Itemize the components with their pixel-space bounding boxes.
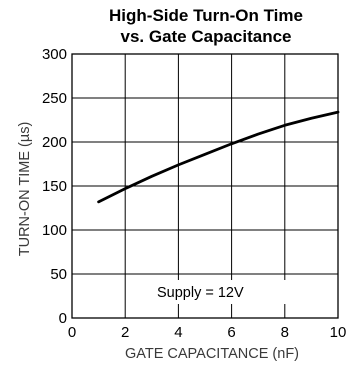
chart-title-line2: vs. Gate Capacitance: [120, 27, 291, 46]
annotation-box: [150, 280, 288, 304]
grid-lines: [71, 53, 339, 319]
turn-on-time-curve: [97, 110, 340, 204]
x-tick-label: 6: [227, 324, 235, 341]
supply-annotation: Supply = 12V: [157, 285, 244, 301]
x-tick-label: 0: [68, 324, 76, 341]
y-tick-label: 200: [42, 134, 67, 151]
chart-title-line1: High-Side Turn-On Time: [109, 6, 303, 25]
y-axis-label: TURN-ON TIME (µs): [17, 122, 33, 257]
x-axis-label: GATE CAPACITANCE (nF): [125, 346, 299, 362]
y-tick-label: 300: [42, 46, 67, 63]
y-tick-label: 250: [42, 90, 67, 107]
plot-frame: [71, 53, 339, 319]
y-tick-label: 50: [50, 266, 67, 283]
x-tick-label: 2: [121, 324, 129, 341]
y-tick-label: 0: [59, 310, 67, 327]
x-tick-label: 10: [330, 324, 347, 341]
x-tick-label: 8: [281, 324, 289, 341]
y-tick-label: 150: [42, 178, 67, 195]
x-tick-label: 4: [174, 324, 182, 341]
y-tick-label: 100: [42, 222, 67, 239]
